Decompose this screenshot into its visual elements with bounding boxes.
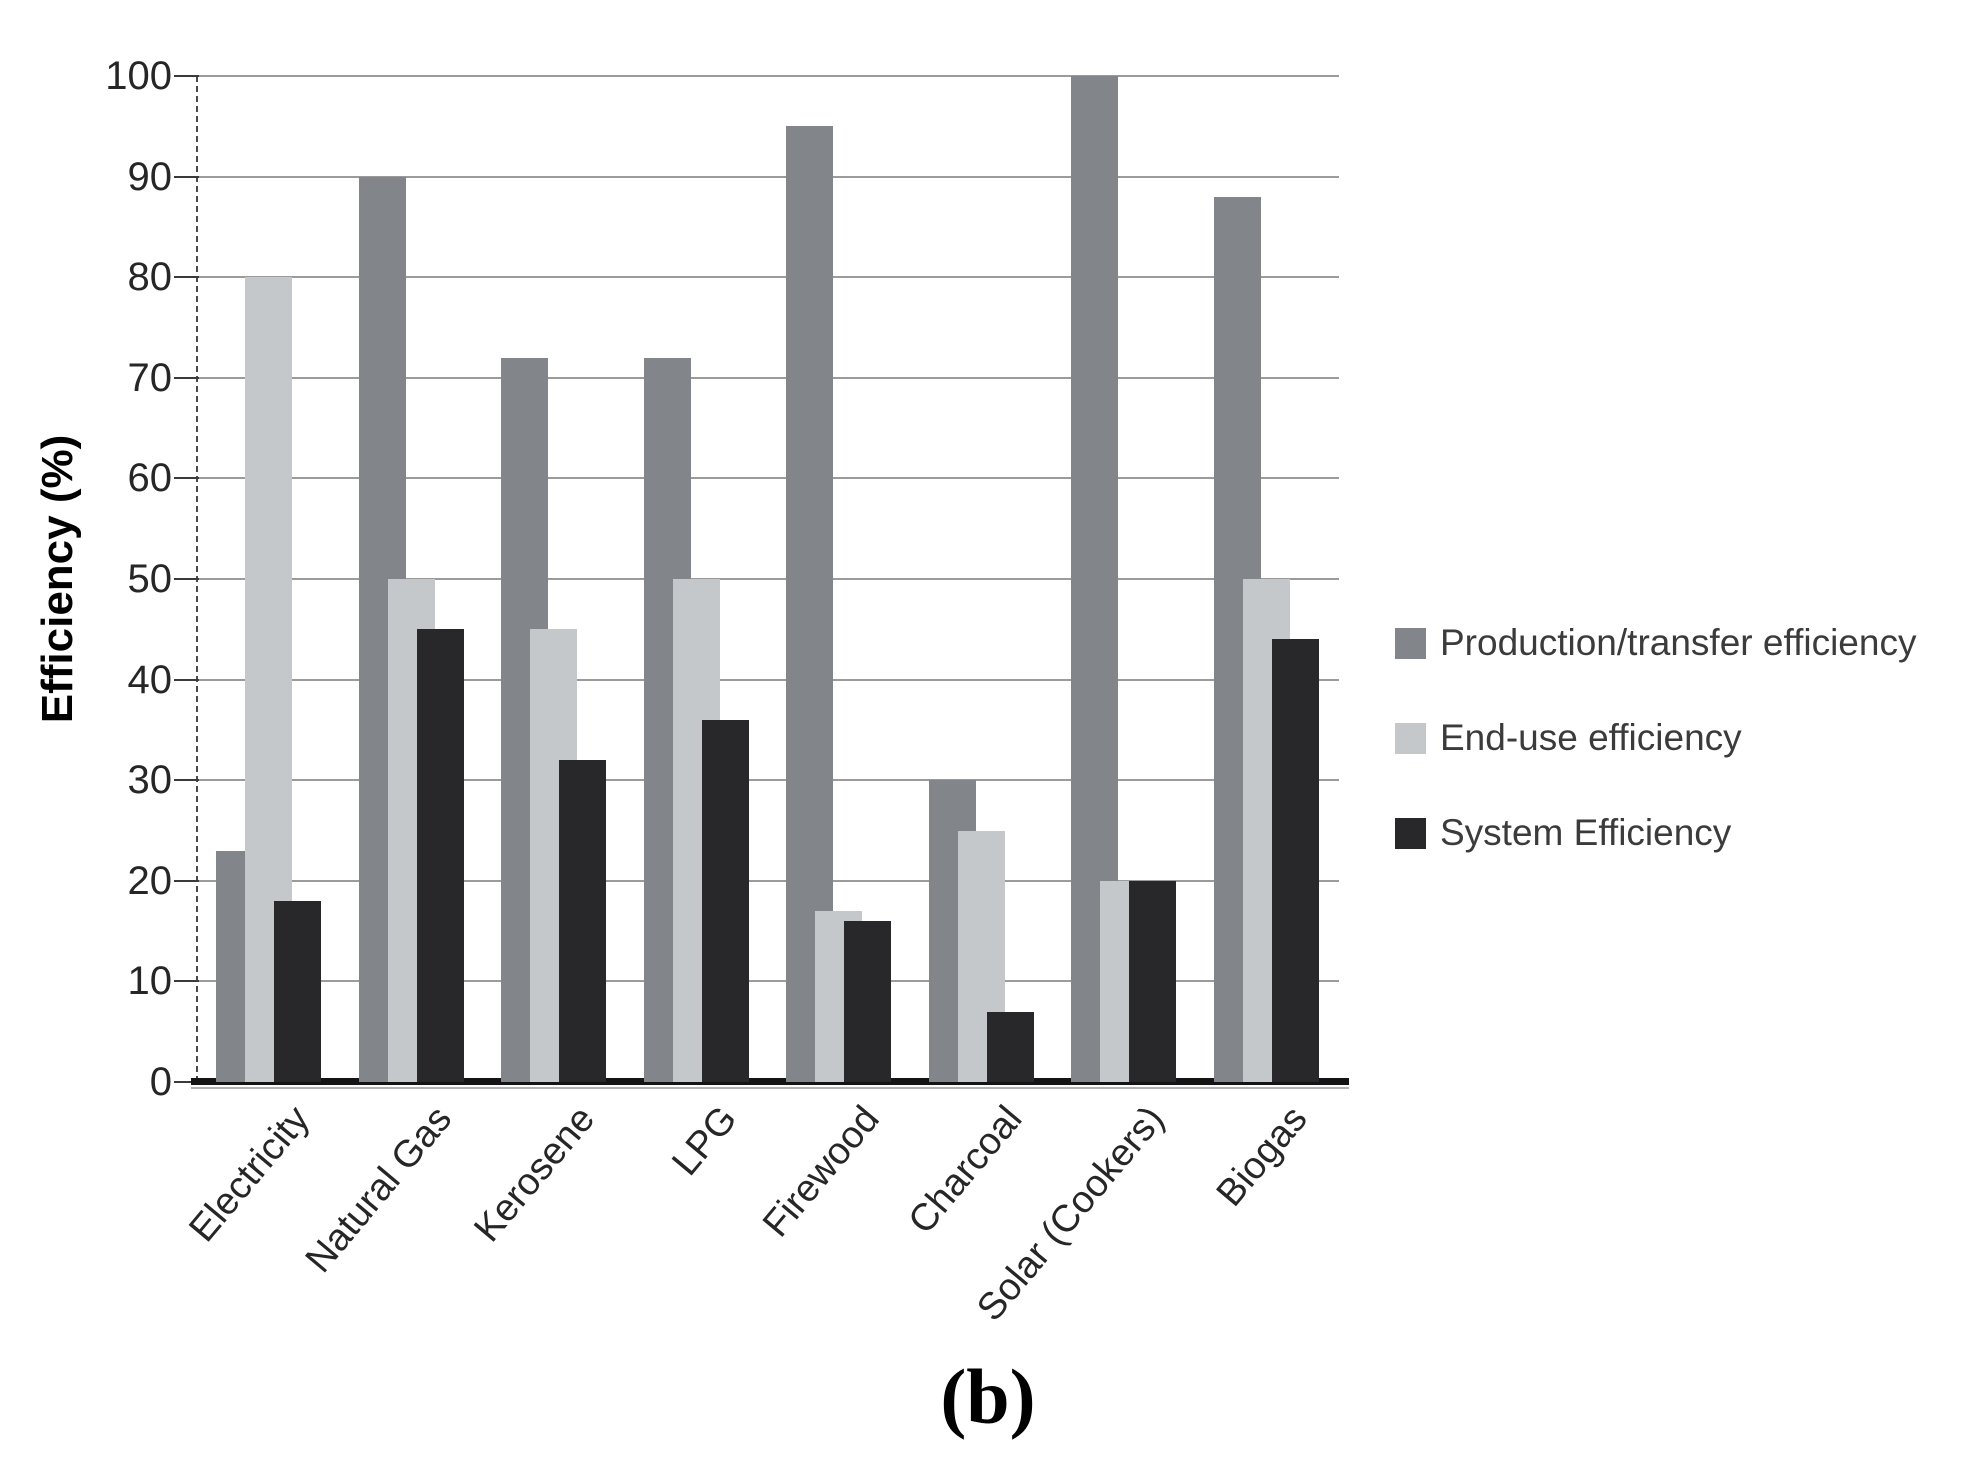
y-tick-label-10: 10 — [127, 959, 173, 1004]
bar-charcoal-system-efficiency — [986, 1011, 1034, 1082]
bar-electricity-system-efficiency — [274, 900, 321, 1082]
legend-label-end-use-efficiency: End-use efficiency — [1440, 717, 1742, 758]
y-tick-label-30: 30 — [127, 758, 173, 803]
y-tick-label-50: 50 — [127, 557, 173, 601]
gridline-20 — [199, 879, 1339, 882]
y-tick-100 — [174, 75, 199, 77]
y-tick-40 — [174, 678, 199, 681]
legend-item-system-efficiency: System Efficiency — [1395, 812, 1916, 854]
gridline-10 — [199, 980, 1339, 983]
x-category-label-lpg: LPG — [664, 1098, 746, 1184]
bar-natural-gas-system-efficiency — [416, 629, 464, 1082]
x-category-label-firewood: Firewood — [755, 1098, 888, 1246]
legend-swatch-system-efficiency — [1395, 817, 1426, 849]
x-category-label-biogas: Biogas — [1208, 1098, 1316, 1215]
y-tick-80 — [174, 276, 199, 279]
y-tick-label-60: 60 — [127, 456, 173, 501]
y-tick-60 — [174, 477, 199, 480]
bar-biogas-system-efficiency — [1271, 639, 1319, 1082]
bar-kerosene-system-efficiency — [559, 760, 606, 1082]
y-tick-label-90: 90 — [127, 154, 173, 199]
x-axis-underline — [191, 1087, 1349, 1089]
y-tick-20 — [174, 879, 199, 882]
gridline-80 — [199, 276, 1339, 279]
x-category-label-natural-gas: Natural Gas — [297, 1098, 461, 1281]
gridline-60 — [199, 477, 1339, 480]
gridline-50 — [199, 578, 1339, 580]
gridline-30 — [199, 779, 1339, 782]
legend-label-production-transfer-efficiency: Production/transfer efficiency — [1440, 622, 1917, 663]
bar-firewood-system-efficiency — [844, 921, 891, 1082]
gridline-100 — [199, 75, 1339, 77]
y-tick-10 — [174, 980, 199, 983]
y-tick-label-0: 0 — [149, 1060, 172, 1104]
gridline-40 — [199, 678, 1339, 681]
x-category-label-electricity: Electricity — [180, 1098, 318, 1250]
y-tick-90 — [174, 175, 199, 178]
figure-caption: (b) — [940, 1353, 1036, 1440]
y-tick-label-40: 40 — [127, 657, 173, 702]
y-tick-0 — [174, 1081, 199, 1083]
y-tick-50 — [174, 578, 199, 580]
y-tick-30 — [174, 779, 199, 782]
plot-area — [196, 75, 1339, 1082]
gridline-90 — [199, 175, 1339, 178]
x-category-label-kerosene: Kerosene — [465, 1098, 603, 1250]
x-category-label-charcoal: Charcoal — [900, 1098, 1031, 1242]
y-tick-label-70: 70 — [127, 355, 173, 400]
legend-swatch-end-use-efficiency — [1395, 722, 1426, 754]
x-axis-line — [191, 1078, 1349, 1085]
bar-solar-cookers-system-efficiency — [1129, 880, 1176, 1082]
legend-item-production-transfer-efficiency: Production/transfer efficiency — [1395, 622, 1916, 664]
y-tick-label-20: 20 — [127, 858, 173, 903]
gridline-70 — [199, 376, 1339, 379]
legend: Production/transfer efficiency End-use ef… — [1395, 622, 1916, 907]
legend-swatch-production-transfer-efficiency — [1395, 627, 1426, 659]
y-tick-label-100: 100 — [105, 54, 172, 98]
bar-lpg-system-efficiency — [701, 719, 749, 1082]
legend-label-system-efficiency: System Efficiency — [1440, 812, 1732, 853]
y-tick-70 — [174, 376, 199, 379]
legend-item-end-use-efficiency: End-use efficiency — [1395, 717, 1916, 759]
y-tick-label-80: 80 — [127, 255, 173, 300]
